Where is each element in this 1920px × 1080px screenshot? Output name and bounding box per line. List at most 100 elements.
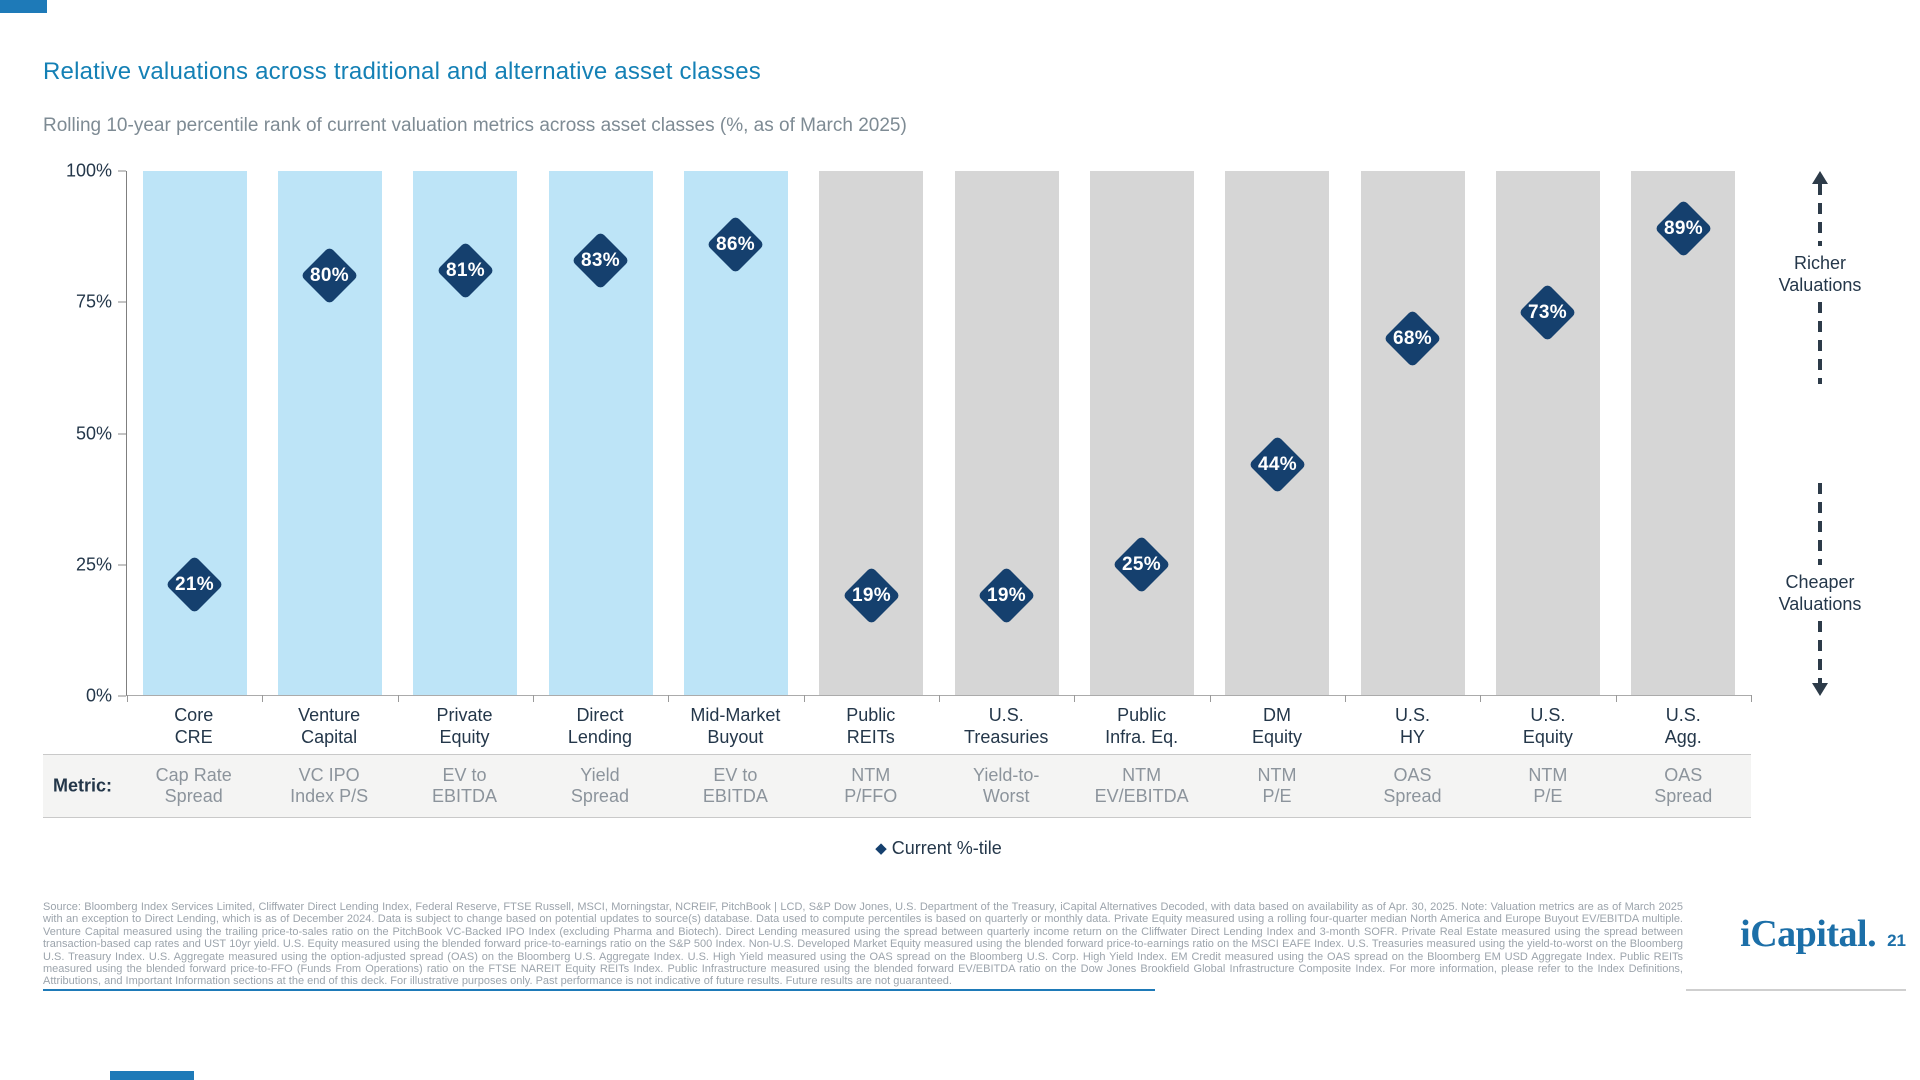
baseline-tick xyxy=(1209,695,1211,702)
chart-column: 21% xyxy=(127,171,262,695)
baseline-tick xyxy=(1480,695,1482,702)
category-label: U.S. Treasuries xyxy=(964,705,1049,747)
metric-label: NTM P/E xyxy=(1528,765,1568,806)
chart-column: 19% xyxy=(804,171,939,695)
category-label: Venture Capital xyxy=(298,705,361,747)
metric-label: Yield Spread xyxy=(570,765,629,806)
dashed-line xyxy=(1818,184,1822,246)
category-label: Public REITs xyxy=(846,705,896,747)
chart-column: 81% xyxy=(398,171,533,695)
footer-gray-rule xyxy=(1686,989,1906,991)
metric-label: OAS Spread xyxy=(1383,765,1442,806)
baseline-tick xyxy=(1751,695,1752,702)
y-axis-tick xyxy=(118,695,126,697)
y-axis-tick xyxy=(118,170,126,172)
cheaper-valuations-label: Cheaper Valuations xyxy=(1778,572,1862,614)
dashed-line xyxy=(1818,302,1822,384)
chart-column: 89% xyxy=(1616,171,1751,695)
y-axis: 0% 25% 50% 75% 100% xyxy=(30,161,126,706)
dashed-line xyxy=(1818,483,1822,565)
baseline-tick xyxy=(668,695,670,702)
baseline-tick xyxy=(939,695,940,702)
arrow-down-icon xyxy=(1812,683,1828,696)
metric-label: VC IPO Index P/S xyxy=(290,765,369,806)
percentile-range-bar xyxy=(1360,171,1465,695)
category-label: DM Equity xyxy=(1252,705,1303,747)
marker-value: 21% xyxy=(175,573,215,595)
marker-value: 80% xyxy=(310,264,350,286)
legend: ◆ Current %-tile xyxy=(126,838,1751,859)
legend-diamond-icon: ◆ xyxy=(875,840,887,857)
footer-blue-rule xyxy=(43,989,1155,991)
chart-column: 86% xyxy=(668,171,803,695)
marker-value: 25% xyxy=(1122,553,1162,574)
arrow-up-icon xyxy=(1812,171,1828,184)
y-axis-label: 75% xyxy=(76,292,126,313)
baseline-tick xyxy=(1074,695,1076,702)
chart-column: 19% xyxy=(939,171,1074,695)
legend-label: Current %-tile xyxy=(891,838,1002,858)
category-label: U.S. Agg. xyxy=(1664,705,1702,747)
chart-subtitle: Rolling 10-year percentile rank of curre… xyxy=(43,115,907,136)
chart-column: 25% xyxy=(1074,171,1209,695)
dashed-line xyxy=(1818,621,1822,683)
percentile-range-bar xyxy=(1225,171,1330,695)
marker-value: 83% xyxy=(581,249,621,271)
category-label: Mid-Market Buyout xyxy=(690,705,781,747)
marker-value: 73% xyxy=(1528,301,1568,323)
y-axis-tick xyxy=(118,301,126,303)
top-left-accent-bar xyxy=(0,0,47,13)
baseline-tick xyxy=(803,695,805,702)
category-label: Core CRE xyxy=(174,705,214,747)
richer-valuations-label: Richer Valuations xyxy=(1778,253,1862,295)
marker-value: 19% xyxy=(851,584,891,606)
percentile-range-bar xyxy=(1495,171,1601,695)
metric-label: Yield-to- Worst xyxy=(973,765,1040,806)
y-axis-label: 100% xyxy=(66,161,126,182)
baseline-tick xyxy=(127,695,128,702)
baseline-tick xyxy=(262,695,264,702)
marker-value: 89% xyxy=(1663,217,1703,239)
metric-label: Cap Rate Spread xyxy=(155,765,232,806)
marker-value: 44% xyxy=(1257,453,1297,475)
marker-value: 86% xyxy=(716,233,756,255)
metric-row-caption: Metric: xyxy=(53,775,113,796)
category-label: U.S. Equity xyxy=(1522,705,1573,747)
category-label: Private Equity xyxy=(436,705,493,747)
chart-column: 73% xyxy=(1480,171,1615,695)
baseline-tick xyxy=(397,695,399,702)
baseline-ticks xyxy=(127,695,1752,703)
category-axis: Core CRE Venture Capital Private Equity Direct… xyxy=(126,704,1751,748)
footer-brand: iCapital. 21 xyxy=(1640,912,1906,956)
category-label: Public Infra. Eq. xyxy=(1105,705,1179,747)
percentile-range-bar xyxy=(1631,171,1736,695)
marker-value: 68% xyxy=(1393,327,1433,349)
percentile-range-bar xyxy=(142,171,247,695)
source-note: Source: Bloomberg Index Services Limited… xyxy=(43,901,1683,988)
metric-label: NTM P/E xyxy=(1257,765,1297,806)
y-axis-tick xyxy=(118,564,126,566)
metric-row: Metric: Cap Rate Spread VC IPO Index P/S EV … xyxy=(43,754,1751,818)
category-label: Direct Lending xyxy=(567,705,632,747)
y-axis-label: 0% xyxy=(86,686,126,707)
chart-column: 80% xyxy=(262,171,397,695)
category-label: U.S. HY xyxy=(1394,705,1430,747)
y-axis-tick xyxy=(118,433,126,434)
marker-value: 19% xyxy=(987,584,1027,606)
metric-grid: Cap Rate Spread VC IPO Index P/S EV to EBITDA… xyxy=(126,765,1751,807)
baseline-tick xyxy=(533,695,534,702)
baseline-tick xyxy=(1345,695,1346,702)
valuation-direction-annotation: Richer Valuations Cheaper Valuations xyxy=(1745,171,1895,696)
page-number: 21 xyxy=(1887,931,1906,950)
y-axis-label: 50% xyxy=(76,423,126,444)
metric-label: NTM EV/EBITDA xyxy=(1094,765,1189,806)
metric-label: EV to EBITDA xyxy=(702,765,768,806)
chart-column: 44% xyxy=(1210,171,1345,695)
plot-area: 21% 80% 81% 83% 86% 19% 19% 25% 44% 68% 73% 89% xyxy=(126,171,1752,702)
y-axis-label: 25% xyxy=(76,554,126,575)
metric-label: EV to EBITDA xyxy=(432,765,498,806)
percentile-range-bar xyxy=(1089,171,1195,695)
bottom-left-accent-bar xyxy=(110,1071,194,1080)
chart-title: Relative valuations across traditional a… xyxy=(43,58,761,85)
